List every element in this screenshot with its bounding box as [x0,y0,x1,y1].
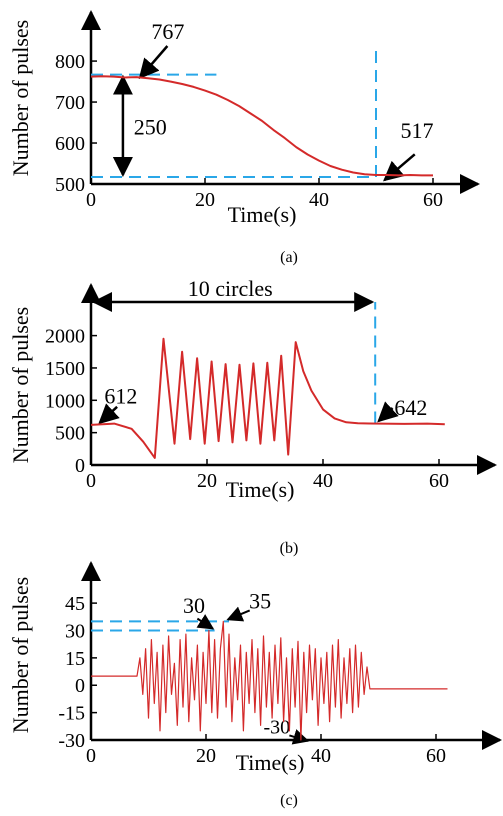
arrow-642 [377,401,399,423]
x-tick-label: 40 [313,470,333,492]
series-line-1 [91,620,448,741]
y-axis-label: Number of pulses [8,577,33,733]
x-tick-label: 40 [311,745,331,767]
arrow-35 [226,606,251,622]
x-axis-label: Time(s) [236,750,305,775]
annotation-250: 250 [134,115,167,140]
y-tick-label: 600 [55,133,85,155]
y-tick-label: 0 [75,675,85,697]
annotation-30: 30 [183,593,205,618]
y-tick-label: 500 [55,423,85,445]
y-tick-label: 15 [65,648,85,670]
y-tick-label: 45 [65,593,85,615]
x-tick-label: 40 [309,189,329,211]
annotation-10-circles: 10 circles [188,276,273,301]
y-tick-label: 1000 [45,390,85,412]
y-tick-label: 800 [55,51,85,73]
y-tick-label: 30 [65,620,85,642]
x-axis-label: Time(s) [226,477,295,502]
x-tick-label: 0 [86,745,96,767]
chart-panel-1: 0 20 40 60 500 600 700 800 Time(s) Number of puls… [8,10,480,266]
y-axis-label: Number of pulses [8,307,33,463]
y-axis-label: Number of pulses [8,20,33,176]
y-tick-label: 1500 [45,358,85,380]
y-tick-label: 500 [55,174,85,196]
panel-caption: (a) [280,249,298,266]
annotation-767: 767 [151,19,184,44]
x-tick-label: 0 [86,470,96,492]
x-tick-label: 60 [423,189,443,211]
series-line-1 [90,75,433,177]
y-tick-label: 2000 [45,326,85,348]
arrow-612 [98,403,120,425]
x-tick-label: 20 [195,189,215,211]
arrow-30 [196,614,215,630]
chart-panel-2: 0 20 40 60 0 500 1000 1500 2000 Time(s) Number of … [8,276,497,557]
annotation-517: 517 [401,118,434,143]
y-tick-label: -30 [58,730,85,752]
y-tick-label: -15 [58,703,85,725]
arrow-767 [138,45,169,80]
annotation-642: 642 [394,395,427,420]
annotation-minus-30: -30 [264,717,291,739]
panel-caption: (b) [280,540,299,557]
x-tick-label: 20 [197,470,217,492]
y-tick-label: 0 [75,455,85,477]
arrow-minus-30 [289,729,310,745]
x-axis-label: Time(s) [228,202,297,227]
x-tick-label: 60 [429,470,449,492]
x-tick-label: 0 [86,189,96,211]
annotation-612: 612 [104,383,137,408]
panel-caption: (c) [280,792,298,809]
y-tick-label: 700 [55,92,85,114]
x-tick-label: 60 [426,745,446,767]
x-tick-label: 20 [196,745,216,767]
series-line-1 [90,337,445,459]
annotation-35: 35 [249,589,271,614]
